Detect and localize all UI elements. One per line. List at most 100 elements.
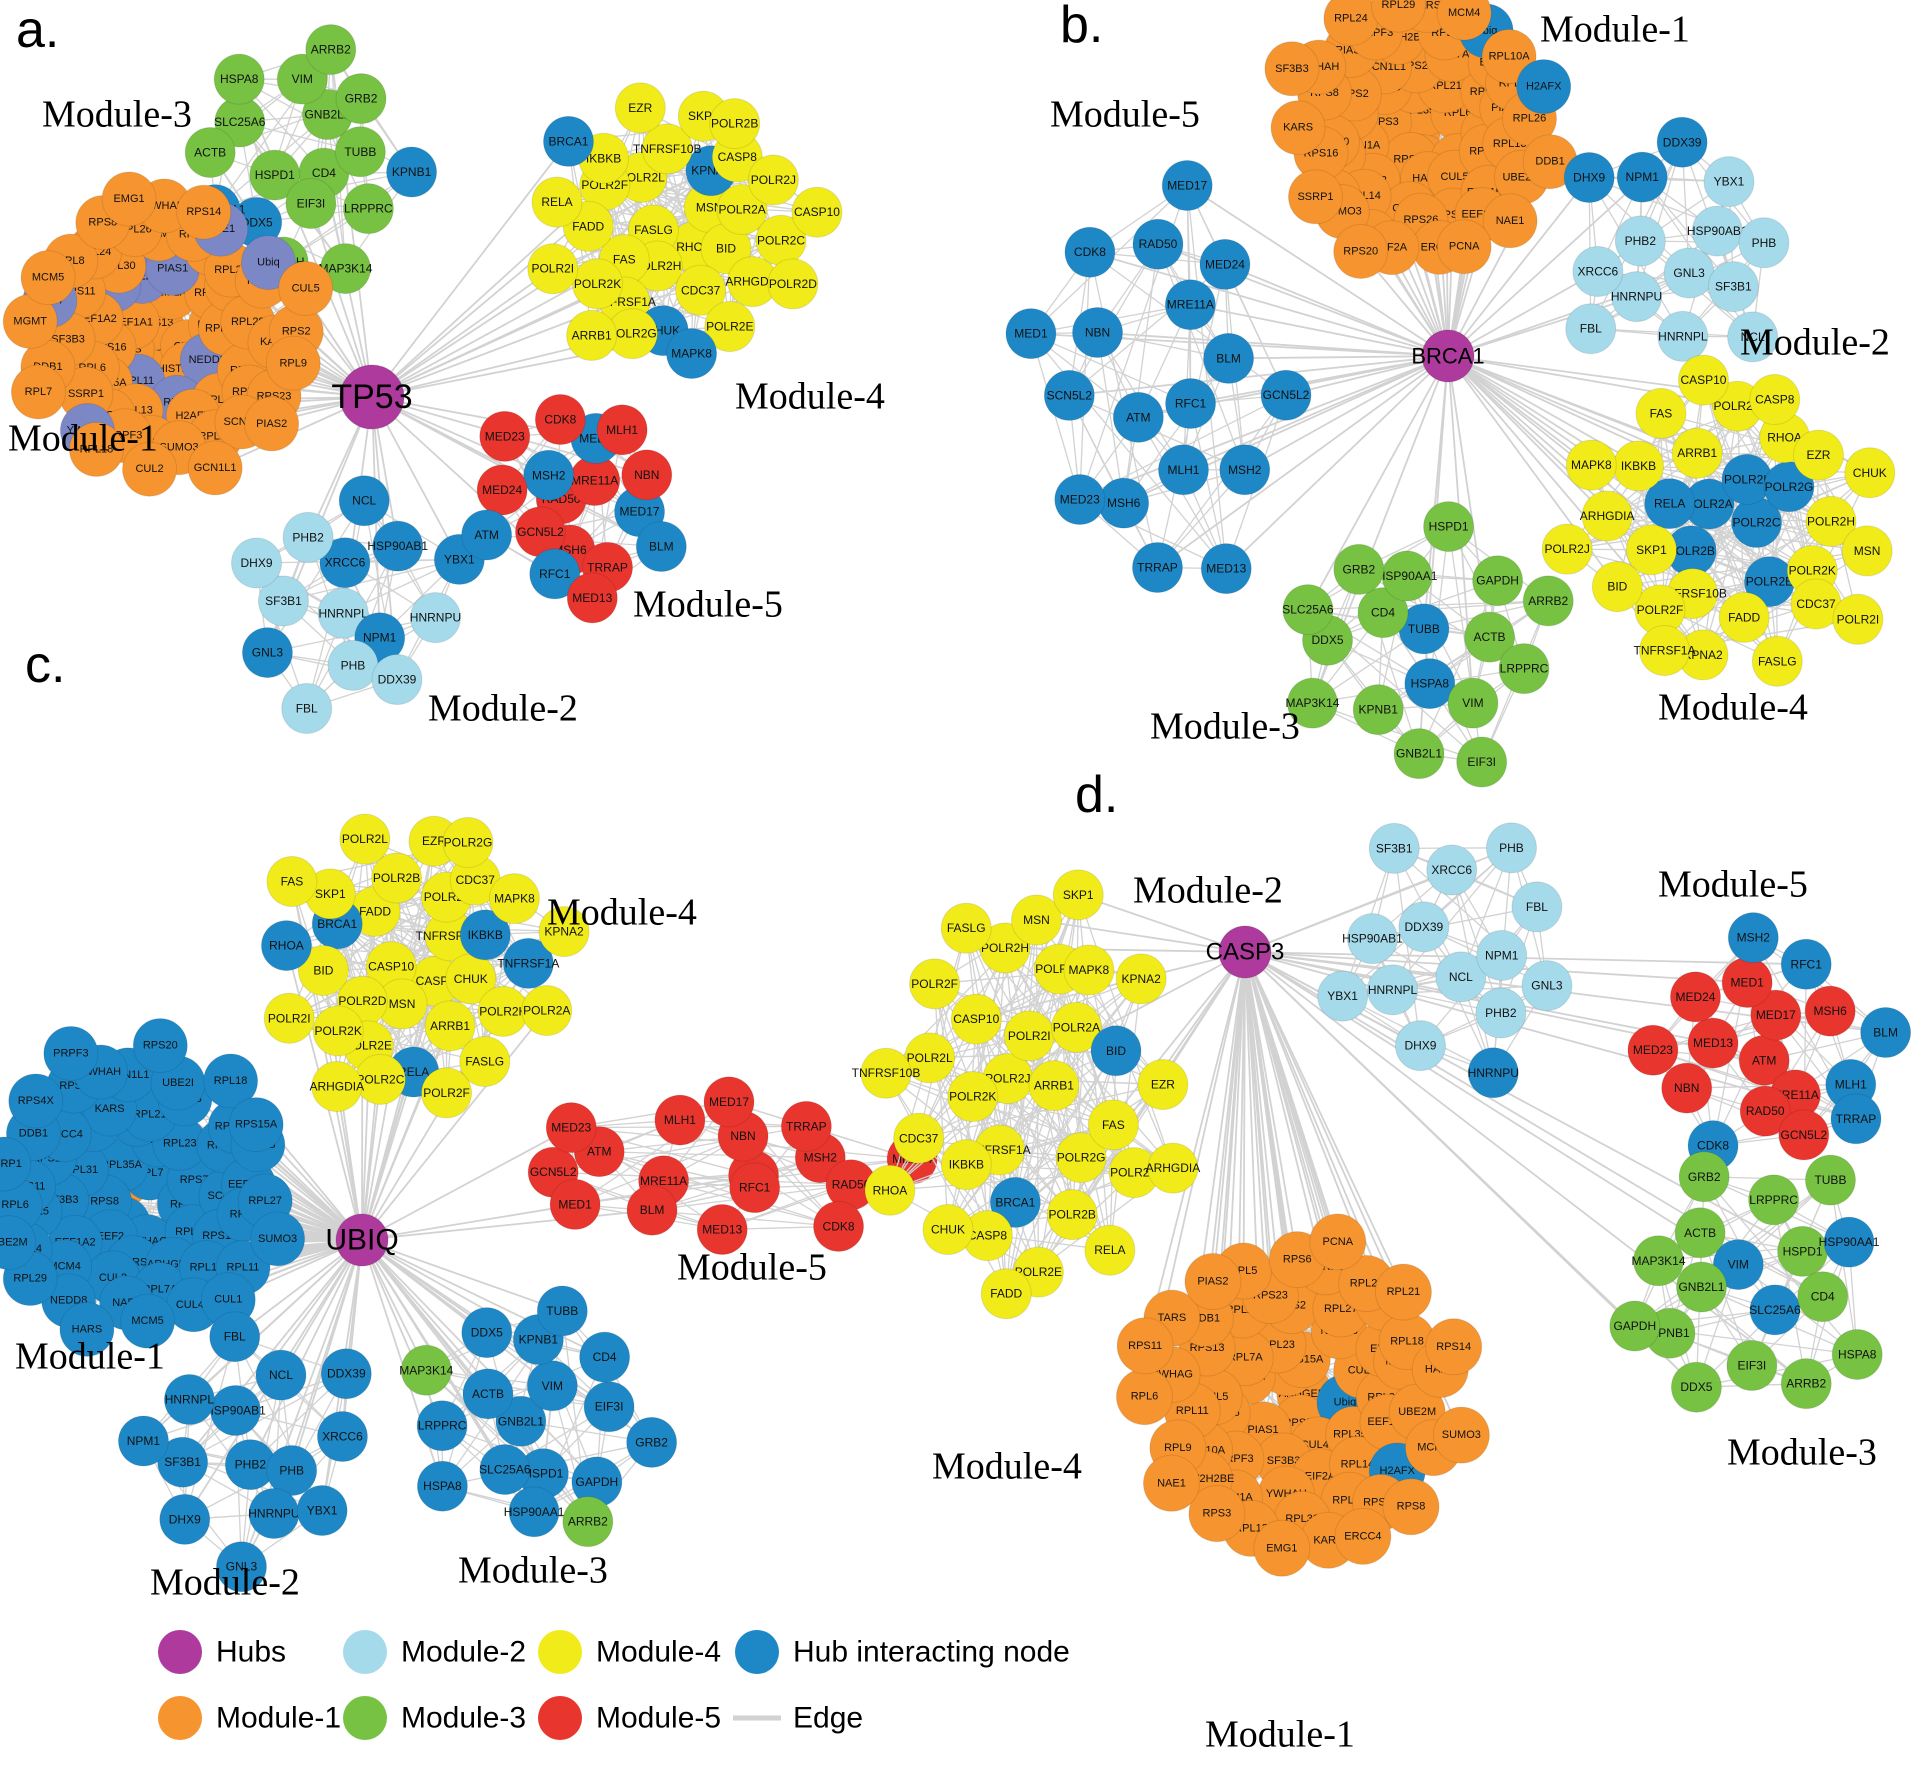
gene-label: NBN	[634, 468, 659, 482]
gene-label: TARS	[1158, 1312, 1187, 1324]
gene-label: FAS	[281, 875, 304, 889]
gene-node-rfc1	[529, 548, 581, 600]
module-title-c-module-5: Module-5	[677, 1246, 827, 1288]
module-title-a-module-4: Module-4	[735, 375, 885, 417]
gene-label: MAPK8	[671, 347, 712, 361]
gene-label: GNL3	[1531, 979, 1563, 993]
gene-label: POLR2C	[757, 233, 805, 247]
gene-label: PHB2	[292, 530, 324, 544]
gene-label: SUMO3	[258, 1233, 297, 1245]
gene-label: DHX9	[241, 556, 273, 570]
gene-label: CDC37	[456, 873, 496, 887]
gene-label: PHB2	[235, 1458, 267, 1472]
gene-label: YBX1	[1327, 989, 1358, 1003]
gene-label: VIM	[542, 1379, 563, 1393]
gene-label: BRCA1	[317, 917, 357, 931]
gene-label: ERCC4	[1344, 1530, 1381, 1542]
gene-label: GRB2	[1688, 1170, 1721, 1184]
gene-label: MLH1	[606, 423, 638, 437]
gene-label: GCN5L2	[530, 1165, 577, 1179]
gene-node-dhx9	[231, 537, 283, 589]
edge	[1690, 472, 1871, 552]
gene-label: FASLG	[465, 1055, 504, 1069]
gene-label: FADD	[1728, 610, 1760, 624]
gene-label: RPL27	[248, 1195, 282, 1207]
legend-label-module-3: Module-3	[401, 1702, 526, 1735]
edge	[1447, 355, 1592, 466]
panel-a-module-5: RAD50MRE11AMSH6MSH2MED17GCN5L2MED1TRRAPM…	[461, 394, 687, 624]
gene-label: DDB1	[19, 1128, 48, 1140]
gene-label: TNFRSF10B	[633, 142, 702, 156]
module-title-d-module-4: Module-4	[932, 1445, 1082, 1487]
gene-label: MSH2	[1228, 463, 1262, 477]
gene-label: GAPDH	[1476, 574, 1519, 588]
module-title-c-module-3: Module-3	[458, 1549, 608, 1591]
gene-label: HSP90AB1	[205, 1403, 266, 1417]
gene-label: POLR2K	[315, 1024, 362, 1038]
gene-label: CUL1	[214, 1294, 242, 1306]
gene-label: NBN	[730, 1129, 755, 1143]
gene-label: GNB2L1	[1678, 1280, 1724, 1294]
module-title-c-module-1: Module-1	[15, 1335, 165, 1377]
gene-label: KPNB1	[392, 165, 432, 179]
gene-label: ATM	[1752, 1053, 1776, 1067]
gene-label: MED1	[1730, 975, 1764, 989]
panel-a-module-1: CUL4BRPS13CUL1TARSEIF2AHIST2H2BEEEF1A1RP…	[2, 171, 334, 497]
gene-label: RPS15A	[235, 1119, 278, 1131]
legend-item-hubs: Hubs	[158, 1630, 286, 1674]
gene-label: POLR2F	[911, 977, 958, 991]
gene-label: LRPPRC	[418, 1419, 467, 1433]
gene-label: RPS4X	[18, 1095, 55, 1107]
gene-label: GNL3	[1673, 266, 1705, 280]
gene-label: POLR2K	[574, 277, 621, 291]
panel-a-nodes: CD4 HSPD1 GNB2L1 EIF3I SLC25A6 TUBB DDX5 VIM LRP…	[2, 24, 843, 734]
gene-label: ACTB	[472, 1387, 504, 1401]
gene-node-polr2i	[527, 243, 579, 295]
gene-label: ACTB	[194, 145, 226, 159]
gene-label: RPL23	[163, 1137, 197, 1149]
gene-label: NBN	[1085, 325, 1110, 339]
gene-label: RPL11	[227, 1262, 260, 1274]
gene-label: KARS	[1283, 122, 1313, 134]
gene-label: ARRB2	[1528, 594, 1568, 608]
module-title-b-module-5: Module-5	[1050, 93, 1200, 135]
gene-label: DDX5	[1312, 633, 1344, 647]
edge	[1447, 295, 1637, 357]
legend-label-module-4: Module-4	[596, 1636, 721, 1669]
gene-label: CASP10	[368, 960, 414, 974]
gene-node-polr2d	[767, 258, 819, 310]
gene-label: MED17	[1167, 179, 1207, 193]
edge	[1030, 333, 1191, 405]
gene-label: MED23	[551, 1121, 591, 1135]
gene-label: HSPA8	[423, 1479, 462, 1493]
gene-label: POLR2F	[1637, 603, 1684, 617]
gene-node-grb2	[335, 73, 387, 125]
gene-label: ARRB1	[430, 1019, 470, 1033]
edge	[1447, 270, 1599, 357]
edge	[1447, 176, 1590, 357]
gene-label: ACTB	[1474, 630, 1506, 644]
gene-label: HSPD1	[1429, 520, 1469, 534]
gene-label: SF3B1	[265, 594, 302, 608]
gene-label: UBE2I	[162, 1077, 194, 1089]
gene-label: RPL6	[1, 1199, 29, 1211]
gene-label: UBE2M	[1398, 1406, 1436, 1418]
legend-swatch-module-3	[343, 1696, 387, 1740]
gene-node-rfc1	[1165, 377, 1217, 429]
gene-label: KPNB1	[1359, 703, 1399, 717]
gene-label: MSH2	[1737, 931, 1771, 945]
legend-item-module-5: Module-5	[538, 1696, 721, 1740]
gene-label: SCN5L2	[1047, 388, 1093, 402]
gene-label: RPL24	[1334, 12, 1368, 24]
gene-label: RFC1	[739, 1181, 771, 1195]
gene-node-pias2	[244, 396, 300, 452]
gene-label: MAP3K14	[1631, 1254, 1685, 1268]
gene-label: HNRNPU	[1611, 290, 1662, 304]
gene-label: RPS20	[143, 1040, 178, 1052]
gene-label: RELA	[1654, 497, 1685, 511]
module-title-a-module-1: Module-1	[8, 417, 158, 459]
gene-label: SF3B3	[1275, 63, 1309, 75]
gene-label: POLR2B	[711, 117, 758, 131]
gene-node-rps14	[176, 184, 232, 240]
